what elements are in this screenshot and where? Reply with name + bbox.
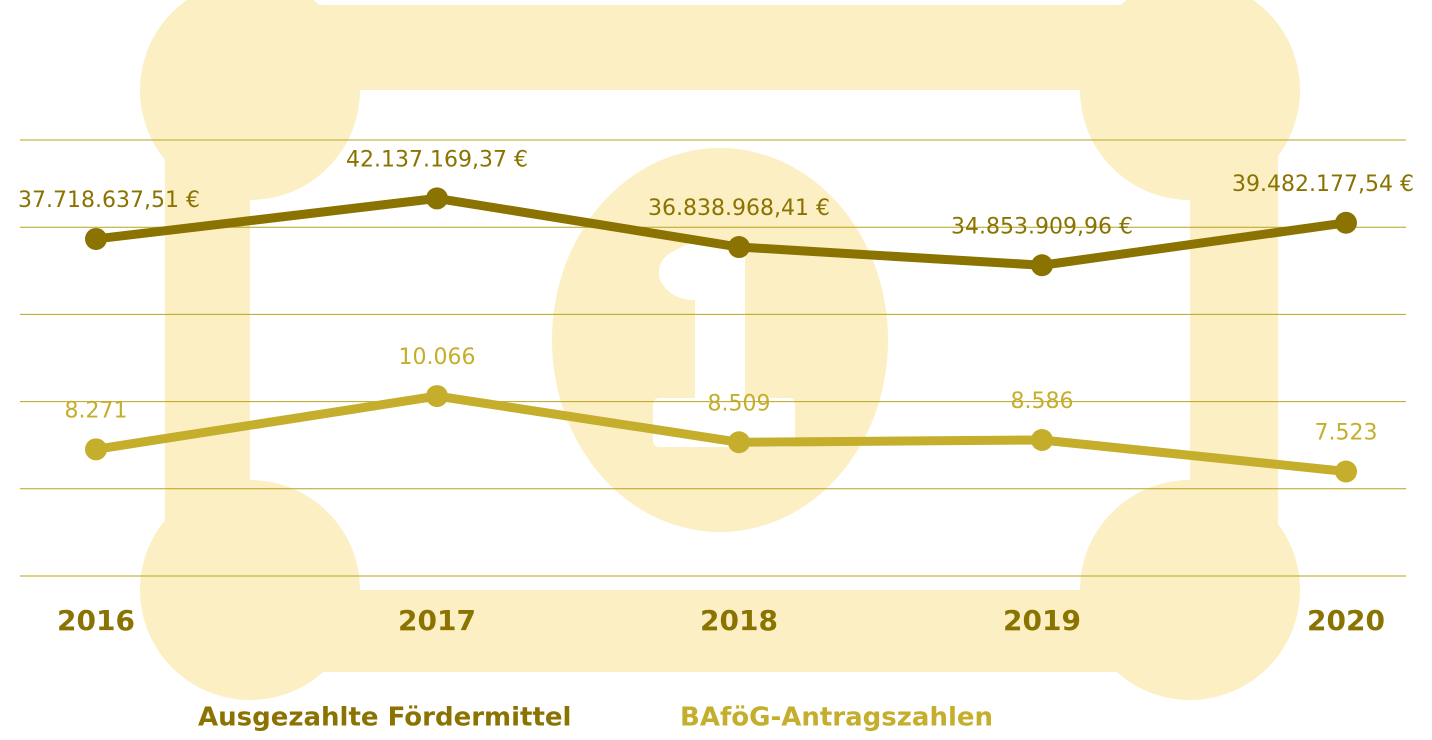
point xyxy=(728,236,750,259)
x-tick-label: 2016 xyxy=(57,604,135,637)
data-label: 10.066 xyxy=(399,345,476,370)
legend-label: BAföG-Antragszahlen xyxy=(680,703,993,733)
data-label: 42.137.169,37 € xyxy=(346,147,528,172)
data-label: 37.718.637,51 € xyxy=(18,188,200,213)
data-label: 8.271 xyxy=(65,398,128,423)
x-tick-label: 2019 xyxy=(1003,604,1081,637)
data-label: 34.853.909,96 € xyxy=(951,214,1133,239)
x-tick-label: 2017 xyxy=(398,604,476,637)
point xyxy=(85,438,107,461)
point xyxy=(426,385,448,408)
x-tick-label: 2018 xyxy=(700,604,778,637)
legend-label: Ausgezahlte Fördermittel xyxy=(198,703,571,733)
point xyxy=(426,187,448,210)
data-label: 36.838.968,41 € xyxy=(648,196,830,221)
point xyxy=(1031,428,1053,451)
point xyxy=(85,227,107,250)
point xyxy=(728,431,750,454)
data-label: 8.586 xyxy=(1011,389,1074,414)
point xyxy=(1335,211,1357,234)
data-label: 7.523 xyxy=(1315,421,1378,446)
banknote-background xyxy=(140,0,1300,700)
data-label: 8.509 xyxy=(708,391,771,416)
point xyxy=(1031,254,1053,277)
point xyxy=(1335,460,1357,483)
x-tick-label: 2020 xyxy=(1307,604,1385,637)
data-label: 39.482.177,54 € xyxy=(1232,172,1414,197)
